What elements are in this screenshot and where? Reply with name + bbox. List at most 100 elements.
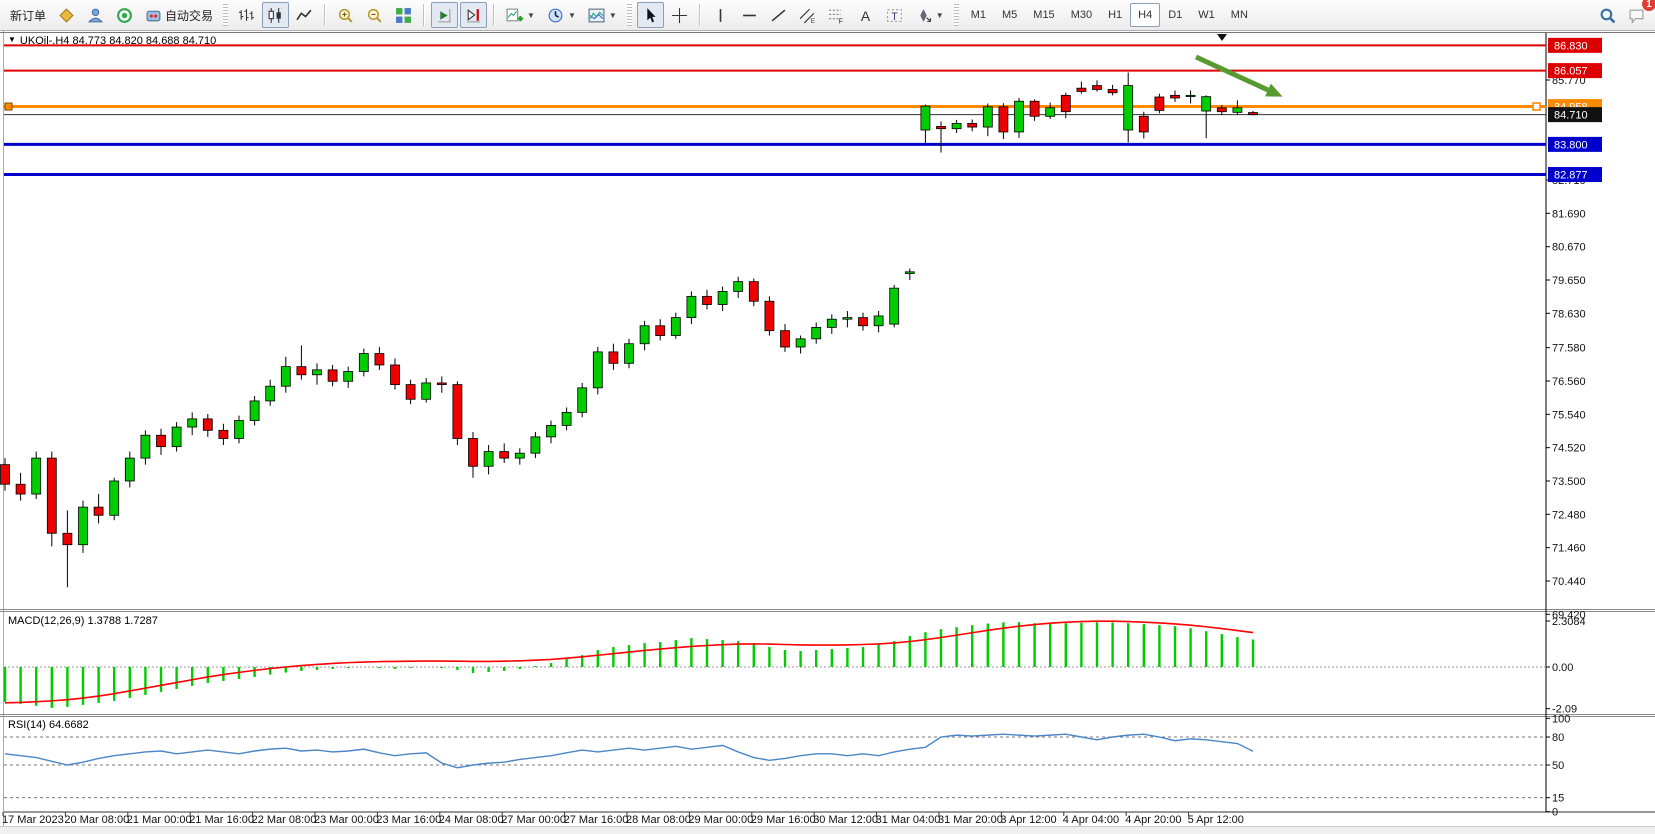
timeframe-button-w1[interactable]: W1 — [1198, 9, 1215, 21]
timeframe-button-d1[interactable]: D1 — [1168, 9, 1183, 21]
svg-text:22 Mar 08:00: 22 Mar 08:00 — [252, 814, 317, 826]
candle — [936, 126, 946, 130]
candle — [374, 353, 385, 366]
indicators-button[interactable]: ▼ — [501, 2, 540, 28]
candle — [0, 464, 10, 485]
shapes-icon — [920, 8, 931, 22]
svg-text:83.800: 83.800 — [1554, 139, 1588, 151]
timeframe-button-h1[interactable]: H1 — [1108, 9, 1123, 21]
profiles-icon-button[interactable] — [53, 2, 80, 28]
candle — [15, 483, 26, 495]
candle — [546, 425, 556, 438]
candle — [1138, 115, 1149, 133]
autoscroll-icon — [438, 8, 451, 22]
candle — [951, 123, 962, 130]
tile-windows-button[interactable] — [390, 2, 417, 28]
candle — [1170, 94, 1180, 99]
profile-icon — [59, 7, 74, 23]
trend-arrow[interactable] — [1194, 54, 1270, 93]
bar-chart-button[interactable] — [233, 2, 260, 28]
line-handle[interactable] — [1532, 102, 1541, 111]
svg-text:100: 100 — [1552, 713, 1570, 725]
fibonacci-button[interactable]: F — [823, 2, 850, 28]
timeframe-button-m5[interactable]: M5 — [1002, 9, 1018, 21]
candle — [296, 366, 307, 376]
trendline-button[interactable] — [765, 2, 792, 28]
candle — [452, 384, 463, 439]
toolbar-grip — [626, 4, 632, 26]
horizontal-lines — [4, 44, 1546, 177]
candle — [748, 281, 759, 302]
svg-text:4 Apr 04:00: 4 Apr 04:00 — [1063, 814, 1119, 826]
svg-text:79.650: 79.650 — [1552, 275, 1586, 287]
timeframe-button-mn[interactable]: MN — [1230, 9, 1248, 21]
candle — [1232, 107, 1243, 113]
auto-scroll-button[interactable] — [431, 2, 459, 28]
vertical-line-button[interactable] — [707, 2, 734, 28]
candle — [811, 326, 822, 340]
candle — [499, 451, 510, 459]
svg-text:-2.09: -2.09 — [1552, 704, 1577, 716]
svg-text:23 Mar 00:00: 23 Mar 00:00 — [314, 814, 379, 826]
chat-button[interactable]: 1 — [1623, 0, 1655, 28]
zoom-in-button[interactable] — [332, 2, 359, 28]
candle — [265, 385, 276, 402]
trend-arrow-head — [1265, 83, 1283, 97]
svg-text:80.670: 80.670 — [1552, 242, 1586, 254]
time-marker-icon[interactable] — [1217, 34, 1227, 41]
search-button[interactable] — [1594, 2, 1621, 28]
toolbar-separator — [698, 4, 701, 26]
candle — [405, 384, 416, 400]
symbol-dropdown-icon[interactable]: ▼ — [8, 35, 16, 44]
notification-badge: 1 — [1642, 0, 1655, 11]
candle — [343, 371, 354, 382]
market-watch-icon-button[interactable] — [111, 2, 138, 28]
candle — [982, 106, 993, 128]
zoom-out-button[interactable] — [361, 2, 388, 28]
cursor-button[interactable] — [636, 2, 664, 28]
candle — [670, 317, 681, 336]
svg-text:86.830: 86.830 — [1554, 40, 1588, 52]
candle — [327, 369, 338, 382]
svg-text:0: 0 — [1552, 807, 1558, 819]
line-chart-button[interactable] — [291, 2, 318, 28]
candle — [46, 457, 57, 534]
timeframe-button-h4[interactable]: H4 — [1130, 3, 1161, 27]
candle-chart-button[interactable] — [262, 2, 290, 28]
candle — [967, 123, 978, 128]
autotrade-button[interactable]: 自动交易 — [140, 2, 218, 28]
text-label-button[interactable]: T — [881, 2, 908, 28]
line-handle[interactable] — [4, 102, 13, 111]
timeframe-button-m30[interactable]: M30 — [1070, 9, 1093, 21]
candle — [1092, 85, 1102, 90]
templates-button[interactable]: ▼ — [583, 2, 622, 28]
timeframe-button-m1[interactable]: M1 — [970, 9, 986, 21]
svg-text:0.00: 0.00 — [1552, 662, 1573, 674]
clock-icon — [548, 8, 563, 22]
svg-text:76.560: 76.560 — [1552, 376, 1586, 388]
annotations — [1194, 34, 1283, 97]
text-button[interactable]: A — [852, 2, 879, 28]
crosshair-button[interactable] — [666, 2, 693, 28]
linechart-icon — [296, 9, 312, 20]
candle — [280, 366, 291, 387]
channel-button[interactable]: E — [794, 2, 821, 28]
svg-text:A: A — [861, 7, 871, 23]
chart-shift-button[interactable] — [460, 2, 488, 28]
svg-text:77.580: 77.580 — [1552, 343, 1586, 355]
chat-icon — [1629, 9, 1644, 24]
svg-text:31 Mar 04:00: 31 Mar 04:00 — [876, 814, 941, 826]
candle — [1045, 107, 1056, 117]
shapes-button[interactable]: ▼ — [910, 2, 949, 28]
toolbar-grip — [223, 4, 229, 26]
candle — [577, 387, 588, 413]
data-window-icon-button[interactable] — [82, 2, 109, 28]
candle — [156, 434, 166, 448]
horizontal-line-button[interactable] — [736, 2, 763, 28]
timeframe-button-m15[interactable]: M15 — [1033, 9, 1055, 21]
svg-text:81.690: 81.690 — [1552, 208, 1586, 220]
new-order-button[interactable]: 新订单 — [5, 2, 51, 28]
fibo-icon: F — [828, 9, 843, 24]
periods-button[interactable]: ▼ — [542, 2, 581, 28]
